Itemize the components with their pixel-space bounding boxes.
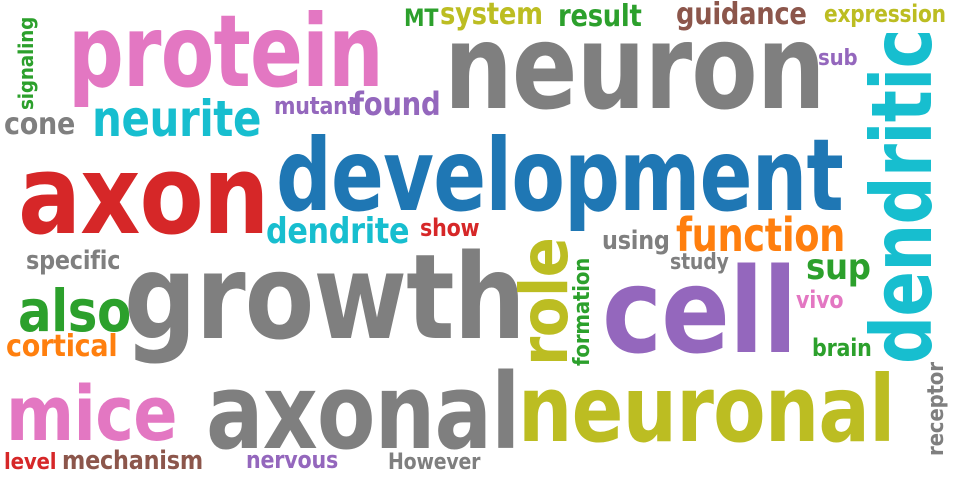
word-function: function: [676, 208, 845, 262]
word-found: found: [352, 85, 441, 123]
word-nervous: nervous: [246, 446, 339, 474]
word-axon: axon: [18, 131, 269, 259]
word-mt: MT: [404, 4, 439, 32]
word-expression: expression: [824, 0, 946, 28]
word-mechanism: mechanism: [62, 446, 203, 476]
word-mutant: mutant: [274, 92, 358, 120]
word-sup: sup: [806, 247, 871, 288]
word-dendrite: dendrite: [266, 211, 410, 252]
word-cone: cone: [4, 107, 76, 142]
word-development: development: [276, 117, 844, 234]
word-neuron: neuron: [444, 0, 826, 136]
word-brain: brain: [812, 334, 872, 362]
word-level: level: [4, 450, 57, 475]
word-signaling: signaling: [14, 16, 38, 110]
word-cortical: cortical: [6, 329, 118, 364]
word-protein: protein: [68, 0, 384, 110]
word-show: show: [420, 214, 480, 242]
word-axonal: axonal: [206, 351, 520, 473]
word-cell: cell: [602, 242, 798, 380]
word-vivo: vivo: [796, 286, 844, 314]
word-result: result: [558, 0, 642, 34]
word-also: also: [18, 277, 131, 345]
word-however: However: [388, 450, 481, 475]
word-formation: formation: [570, 257, 595, 366]
word-study: study: [670, 250, 729, 275]
word-using: using: [602, 226, 670, 256]
word-neurite: neurite: [92, 90, 262, 148]
word-role: role: [506, 237, 583, 366]
word-guidance: guidance: [676, 0, 807, 32]
word-receptor: receptor: [924, 362, 949, 456]
word-growth: growth: [124, 228, 526, 366]
word-specific: specific: [26, 246, 121, 276]
word-neuronal: neuronal: [518, 356, 895, 463]
word-system: system: [440, 0, 543, 32]
word-mice: mice: [6, 369, 178, 458]
word-sub: sub: [818, 46, 858, 71]
word-dendritic: dendritic: [853, 29, 951, 364]
